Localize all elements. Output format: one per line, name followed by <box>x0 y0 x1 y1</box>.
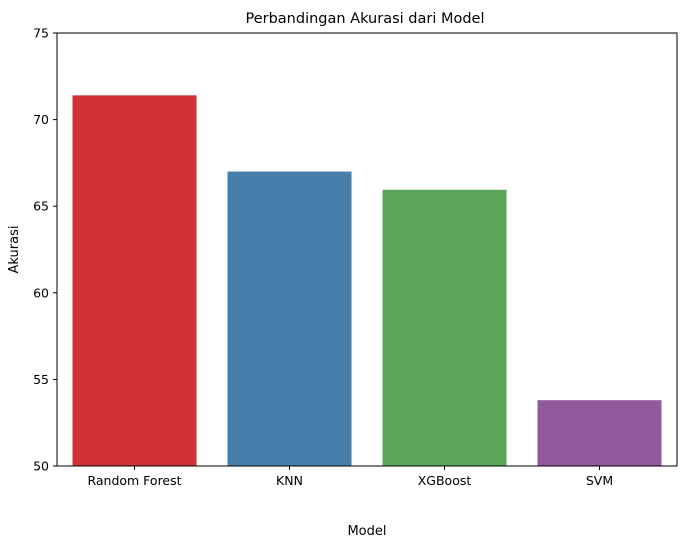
y-tick-label: 70 <box>33 112 49 127</box>
y-tick-label: 60 <box>33 285 49 300</box>
y-tick-label: 75 <box>33 26 49 41</box>
bar-random-forest <box>72 95 197 467</box>
bars-layer <box>72 95 662 467</box>
x-axis-title: Model <box>347 524 386 539</box>
chart-title: Perbandingan Akurasi dari Model <box>245 11 484 27</box>
bar-svm <box>537 400 662 466</box>
y-tick-label: 55 <box>33 372 49 387</box>
y-tick-label: 65 <box>33 199 49 214</box>
bar-xgboost <box>382 189 507 466</box>
y-tick-label: 50 <box>33 459 49 474</box>
bar-knn <box>227 171 352 466</box>
x-axis: Random Forest KNN XGBoost SVM <box>87 466 613 488</box>
y-axis: 50 55 60 65 70 75 <box>33 26 57 474</box>
y-axis-title: Akurasi <box>7 226 22 274</box>
x-tick-label: XGBoost <box>418 473 472 488</box>
plot-frame <box>56 32 678 467</box>
x-tick-label: KNN <box>276 473 303 488</box>
x-tick-label: Random Forest <box>87 473 181 488</box>
x-tick-label: SVM <box>586 473 613 488</box>
